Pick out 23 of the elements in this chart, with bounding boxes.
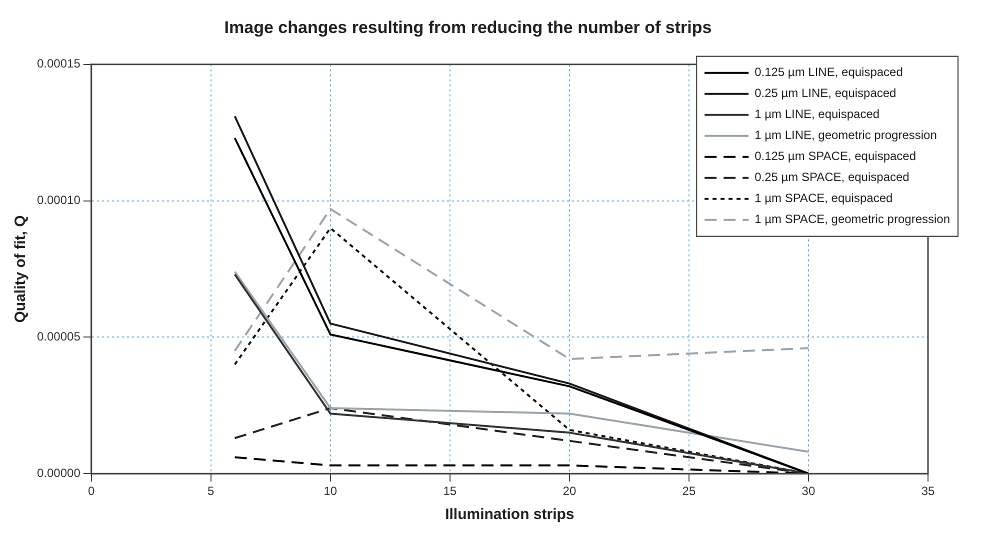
- legend-label: 0.125 µm LINE, equispaced: [754, 65, 903, 80]
- y-tick-label: 0.00000: [36, 466, 81, 480]
- legend-label: 0.125 µm SPACE, equispaced: [754, 149, 916, 164]
- y-tick-label: 0.00015: [36, 56, 81, 71]
- x-tick-label: 10: [324, 484, 338, 498]
- y-tick-label: 0.00010: [36, 193, 81, 208]
- x-tick-label: 15: [443, 484, 457, 498]
- x-tick-label: 25: [682, 484, 696, 498]
- legend-label: 1 µm LINE, geometric progression: [754, 128, 937, 142]
- legend-label: 0.25 µm LINE, equispaced: [754, 86, 896, 100]
- x-tick-label: 20: [562, 484, 576, 498]
- x-axis-title: Illumination strips: [445, 506, 574, 524]
- legend-label: 0.25 µm SPACE, equispaced: [754, 170, 910, 184]
- legend-label: 1 µm LINE, equispaced: [754, 107, 880, 122]
- legend-label: 1 µm SPACE, geometric progression: [754, 212, 950, 226]
- x-tick-label: 30: [802, 484, 816, 498]
- y-tick-label: 0.00005: [36, 330, 81, 344]
- legend-label: 1 µm SPACE, equispaced: [754, 191, 893, 206]
- x-tick-label: 35: [921, 484, 935, 498]
- chart-title: Image changes resulting from reducing the number of strips: [224, 18, 712, 37]
- y-axis-title: Quality of fit, Q: [12, 214, 30, 323]
- x-tick-label: 0: [88, 484, 96, 498]
- x-tick-label: 5: [208, 484, 215, 498]
